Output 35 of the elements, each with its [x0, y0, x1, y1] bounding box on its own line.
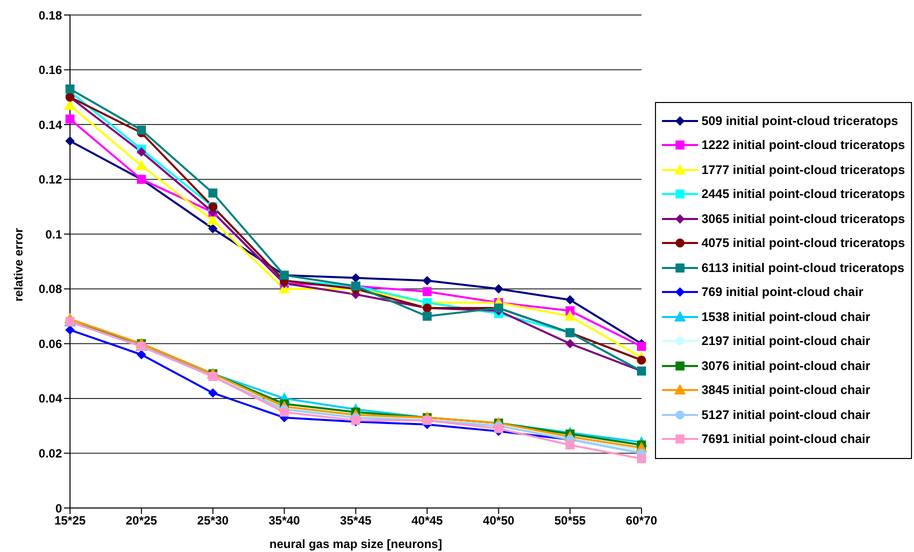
legend-label: 5127 initial point-cloud chair — [701, 408, 870, 422]
y-axis-title: relative error — [11, 228, 26, 302]
x-axis-title: neural gas map size [neurons] — [269, 537, 442, 551]
y-tick-label: 0.06 — [38, 336, 62, 351]
y-tick-label: 0.04 — [38, 392, 62, 406]
legend-label: 7691 initial point-cloud chair — [701, 432, 870, 446]
legend-label: 3065 initial point-cloud triceratops — [701, 212, 905, 226]
legend-label: 769 initial point-cloud chair — [701, 285, 864, 300]
legend-label: 4075 initial point-cloud triceratops — [701, 236, 905, 250]
legend-label: 6113 initial point-cloud triceratops — [701, 260, 904, 275]
legend-label: 1222 initial point-cloud triceratops — [701, 138, 905, 152]
x-tick-label: 35*40 — [268, 514, 300, 528]
legend-label: 509 initial point-cloud triceratops — [701, 114, 898, 128]
legend-label: 2197 initial point-cloud chair — [701, 334, 870, 348]
x-tick-label: 50*55 — [554, 514, 586, 528]
y-tick-label: 0.14 — [38, 118, 62, 132]
x-tick-label: 25*30 — [197, 514, 229, 528]
legend-label: 3845 initial point-cloud chair — [701, 383, 870, 398]
legend-label: 2445 initial point-cloud triceratops — [701, 187, 905, 202]
y-tick-label: 0.16 — [38, 63, 62, 78]
y-tick-label: 0.18 — [38, 8, 62, 22]
y-tick-label: 0.1 — [45, 227, 62, 242]
x-tick-label: 60*70 — [626, 514, 658, 528]
legend-label: 1538 initial point-cloud chair — [701, 310, 870, 324]
y-tick-label: 0.02 — [38, 446, 62, 460]
x-tick-label: 35*45 — [340, 514, 372, 528]
y-tick-label: 0.08 — [38, 282, 62, 296]
x-tick-label: 40*45 — [411, 514, 444, 528]
legend-label: 3076 initial point-cloud chair — [701, 358, 870, 373]
y-tick-label: 0.12 — [38, 172, 62, 187]
x-tick-label: 15*25 — [54, 514, 86, 528]
x-tick-label: 40*50 — [482, 514, 515, 528]
y-tick-label: 0 — [55, 501, 62, 516]
x-tick-label: 20*25 — [126, 514, 158, 528]
legend-label: 1777 initial point-cloud triceratops — [701, 162, 905, 177]
